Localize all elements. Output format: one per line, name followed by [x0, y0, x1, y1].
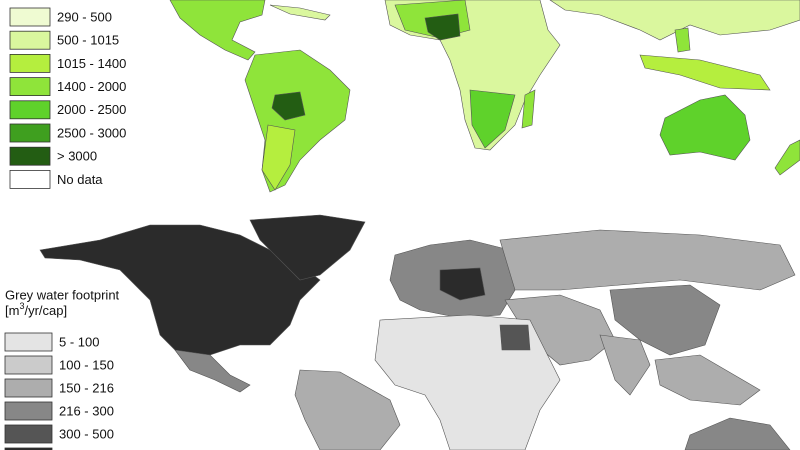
top-legend: 290 - 500 500 - 1015 1015 - 1400 1400 - 200…: [9, 7, 126, 189]
legend-label: 216 - 300: [59, 403, 114, 418]
africa: [384, 0, 561, 151]
legend-swatch: [4, 378, 53, 398]
legend-swatch: [9, 77, 51, 96]
legend-swatch: [9, 7, 51, 27]
central-europe: [439, 267, 486, 301]
legend-swatch: [9, 169, 51, 189]
russia: [499, 229, 796, 291]
mexico: [174, 349, 251, 393]
legend-swatch: [4, 355, 53, 375]
new-zealand: [774, 139, 800, 176]
bottom-map: [39, 214, 796, 450]
africa: [374, 314, 561, 450]
legend-unit: [m3/yr/cap]: [5, 301, 67, 318]
legend-label: 100 - 150: [59, 357, 114, 372]
bottom-legend: Grey water footprint [m3/yr/cap] 5 - 100…: [4, 287, 120, 450]
legend-label: No data: [57, 172, 103, 187]
legend-label: 5 - 100: [59, 334, 99, 349]
egypt: [499, 324, 531, 351]
legend-swatch: [4, 447, 53, 450]
central-america: [169, 0, 266, 61]
southeast-asia: [654, 354, 761, 406]
legend-title: Grey water footprint: [5, 287, 120, 302]
unit-prefix: [m: [5, 303, 19, 318]
legend-swatch: [4, 332, 53, 352]
legend-swatch: [9, 100, 51, 120]
south-america: [294, 369, 401, 450]
legend-swatch: [9, 123, 51, 143]
greenland: [249, 214, 366, 281]
legend-swatch: [9, 146, 51, 166]
indonesia: [639, 54, 771, 91]
legend-swatch: [9, 54, 51, 73]
madagascar: [521, 89, 536, 129]
india: [599, 334, 651, 396]
legend-label: 1015 - 1400: [57, 56, 126, 71]
legend-label: > 3000: [57, 149, 97, 164]
argentina: [261, 124, 296, 191]
legend-label: 290 - 500: [57, 9, 112, 24]
south-america: [244, 49, 351, 193]
legend-label: 500 - 1015: [57, 33, 119, 48]
legend-swatch: [9, 30, 51, 50]
unit-suffix: /yr/cap]: [24, 303, 67, 318]
asia: [549, 0, 800, 41]
legend-label: 1400 - 2000: [57, 79, 126, 94]
unit-superscript: 3: [19, 301, 24, 311]
north-america: [39, 224, 321, 371]
legend-label: 2000 - 2500: [57, 102, 126, 117]
philippines: [674, 27, 691, 53]
legend-label: 2500 - 3000: [57, 125, 126, 140]
legend-swatch: [4, 424, 53, 444]
africa-south: [469, 89, 516, 149]
caribbean: [269, 4, 331, 21]
bolivia: [271, 91, 306, 121]
legend-swatch: [4, 401, 53, 421]
legend-label: 300 - 500: [59, 426, 114, 441]
australia: [684, 417, 791, 450]
top-map: [169, 0, 800, 193]
niger: [424, 13, 461, 41]
australia: [659, 94, 751, 161]
china: [609, 284, 721, 356]
legend-label: 150 - 216: [59, 380, 114, 395]
